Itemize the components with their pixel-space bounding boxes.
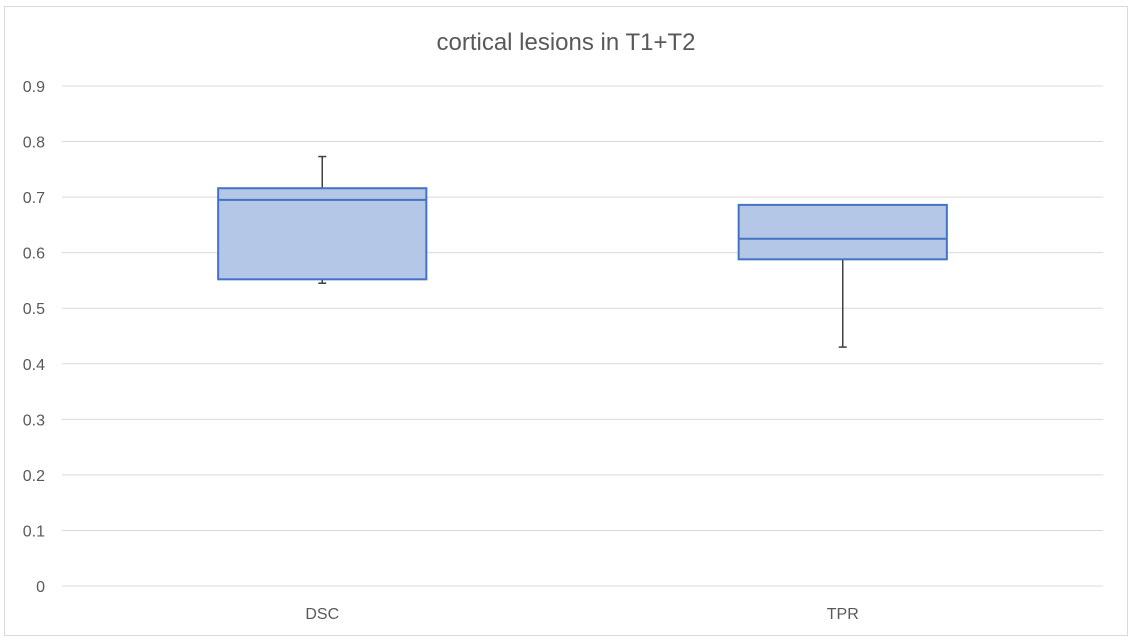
iqr-box <box>217 187 428 281</box>
box-dsc <box>217 155 428 284</box>
iqr-box <box>737 203 948 261</box>
chart-frame <box>4 6 1128 636</box>
y-tick-label-9: 0.9 <box>23 79 45 96</box>
gridlines <box>62 85 1103 587</box>
chart-title: cortical lesions in T1+T2 <box>436 29 695 56</box>
x-axis-category-labels: DSC TPR <box>305 606 858 623</box>
y-tick-label-6: 0.6 <box>23 246 45 263</box>
x-category-label-tpr: TPR <box>827 606 859 623</box>
y-tick-label-1: 0.1 <box>23 523 45 540</box>
y-tick-label-4: 0.4 <box>23 357 45 374</box>
y-tick-label-2: 0.2 <box>23 468 45 485</box>
y-tick-label-8: 0.8 <box>23 135 45 152</box>
box-tpr <box>737 203 948 348</box>
y-axis-tick-labels: 0 0.1 0.2 0.3 0.4 0.5 0.6 0.7 0.8 0.9 <box>23 79 45 596</box>
y-tick-label-7: 0.7 <box>23 190 45 207</box>
x-category-label-dsc: DSC <box>305 606 339 623</box>
boxes <box>217 155 948 348</box>
y-tick-label-3: 0.3 <box>23 412 45 429</box>
y-tick-label-5: 0.5 <box>23 301 45 318</box>
y-tick-label-0: 0 <box>36 579 45 596</box>
